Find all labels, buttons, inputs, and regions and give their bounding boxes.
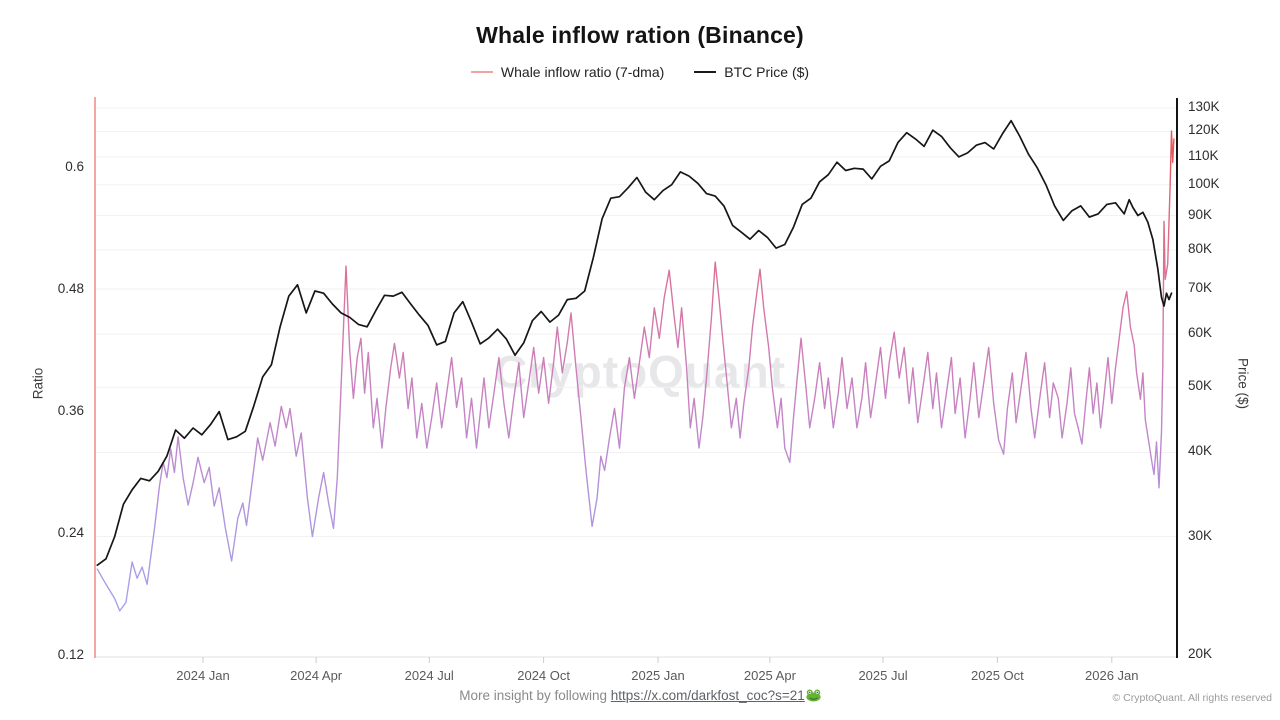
right-axis-title: Price ($)	[1235, 357, 1251, 409]
x-axis-tick-label: 2024 Jan	[176, 668, 230, 683]
frog-emoji	[806, 689, 821, 705]
price-axis-tick-label: 70K	[1188, 279, 1213, 295]
x-axis-tick-label: 2024 Jul	[404, 668, 454, 683]
btc-line-swatch-icon	[694, 71, 717, 73]
price-axis-tick-label: 80K	[1188, 240, 1213, 256]
x-axis-tick-label: 2025 Apr	[743, 668, 796, 683]
x-axis-tick-label: 2026 Jan	[1085, 668, 1139, 683]
ratio-axis-tick-label: 0.12	[57, 646, 84, 662]
x-axis-tick-label: 2024 Apr	[290, 668, 343, 683]
price-axis-tick-label: 20K	[1188, 646, 1213, 661]
price-axis-tick-label: 120K	[1188, 122, 1220, 138]
price-axis-tick-label: 50K	[1188, 378, 1213, 394]
x-axis-tick-label: 2025 Oct	[971, 668, 1024, 683]
x-axis-tick-label: 2025 Jan	[631, 668, 685, 683]
btc-price-line	[96, 119, 1173, 567]
chart-title: Whale inflow ration (Binance)	[476, 22, 804, 48]
x-axis-tick-label: 2025 Jul	[858, 668, 908, 683]
darkfost-link[interactable]: https://x.com/darkfost_coc?s=21	[610, 688, 805, 703]
ratio-line	[96, 130, 1175, 612]
chart-legend: Whale inflow ratio (7-dma) BTC Price ($)	[0, 64, 1280, 80]
legend-label-ratio: Whale inflow ratio (7-dma)	[500, 64, 665, 80]
ratio-axis-tick-label: 0.6	[65, 158, 84, 174]
cryptoquant-watermark: CryptoQuant	[493, 346, 787, 398]
price-axis-tick-label: 30K	[1188, 527, 1213, 543]
price-axis-tick-label: 110K	[1188, 147, 1219, 163]
legend-item-ratio[interactable]: Whale inflow ratio (7-dma)	[470, 64, 665, 80]
footer-note: More insight by following https://x.com/…	[0, 688, 1280, 705]
legend-label-btc: BTC Price ($)	[724, 64, 810, 80]
ratio-axis-tick-label: 0.36	[57, 402, 84, 418]
legend-item-btc[interactable]: BTC Price ($)	[694, 64, 809, 80]
price-axis-tick-label: 90K	[1188, 206, 1213, 222]
footer-prefix: More insight by following	[459, 688, 611, 703]
price-axis-tick-label: 40K	[1188, 443, 1213, 459]
left-axis-title: Ratio	[30, 367, 46, 400]
price-axis-tick-label: 130K	[1188, 99, 1220, 115]
ratio-axis-tick-label: 0.48	[57, 280, 84, 296]
x-axis-tick-label: 2024 Oct	[517, 668, 570, 683]
ratio-axis-tick-label: 0.24	[57, 524, 84, 540]
price-axis-tick-label: 60K	[1188, 324, 1213, 340]
ratio-line-swatch-icon	[470, 71, 493, 73]
price-axis-tick-label: 100K	[1188, 175, 1220, 191]
copyright-note: © CryptoQuant. All rights reserved	[1112, 692, 1272, 704]
